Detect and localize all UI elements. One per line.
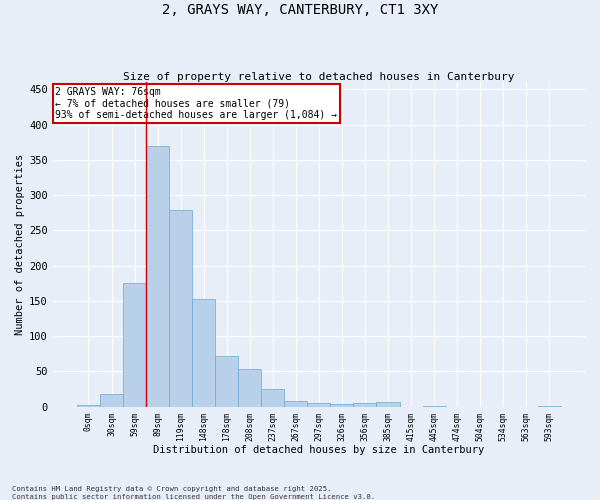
Bar [100,394,123,406]
Y-axis label: Number of detached properties: Number of detached properties [15,154,25,335]
Bar [261,389,284,406]
Bar [376,402,400,406]
Bar [307,403,331,406]
Text: 2 GRAYS WAY: 76sqm
← 7% of detached houses are smaller (79)
93% of semi-detached: 2 GRAYS WAY: 76sqm ← 7% of detached hous… [55,87,337,120]
Text: 2, GRAYS WAY, CANTERBURY, CT1 3XY: 2, GRAYS WAY, CANTERBURY, CT1 3XY [162,2,438,16]
Bar [215,356,238,406]
Bar [238,368,261,406]
Bar [192,299,215,406]
Title: Size of property relative to detached houses in Canterbury: Size of property relative to detached ho… [123,72,515,82]
Bar [331,404,353,406]
Text: Contains HM Land Registry data © Crown copyright and database right 2025.
Contai: Contains HM Land Registry data © Crown c… [12,486,375,500]
X-axis label: Distribution of detached houses by size in Canterbury: Distribution of detached houses by size … [153,445,485,455]
Bar [353,403,376,406]
Bar [146,146,169,406]
Bar [284,401,307,406]
Bar [169,210,192,406]
Bar [123,282,146,406]
